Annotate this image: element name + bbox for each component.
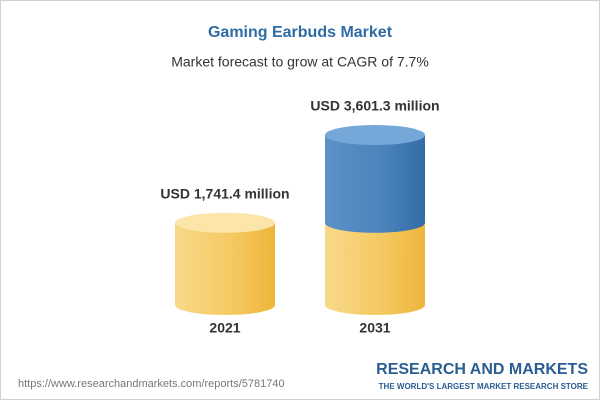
cylinder-body bbox=[325, 222, 425, 315]
chart-subtitle: Market forecast to grow at CAGR of 7.7% bbox=[171, 54, 429, 70]
cylinder-top bbox=[175, 212, 275, 233]
chart-title: Gaming Earbuds Market bbox=[208, 24, 393, 41]
source-url: https://www.researchandmarkets.com/repor… bbox=[18, 378, 285, 390]
cylinder bbox=[325, 125, 425, 315]
cylinder-growth bbox=[325, 135, 425, 233]
x-tick-label: 2021 bbox=[209, 320, 240, 336]
cylinder-top bbox=[325, 125, 425, 145]
logo-tagline: THE WORLD'S LARGEST MARKET RESEARCH STOR… bbox=[379, 382, 589, 391]
value-label: USD 1,741.4 million bbox=[160, 186, 289, 202]
cylinder bbox=[175, 212, 275, 315]
value-label: USD 3,601.3 million bbox=[310, 98, 439, 114]
x-tick-label: 2031 bbox=[359, 320, 390, 336]
cylinder-body bbox=[175, 222, 275, 315]
logo: RESEARCH AND MARKETS bbox=[376, 361, 588, 378]
